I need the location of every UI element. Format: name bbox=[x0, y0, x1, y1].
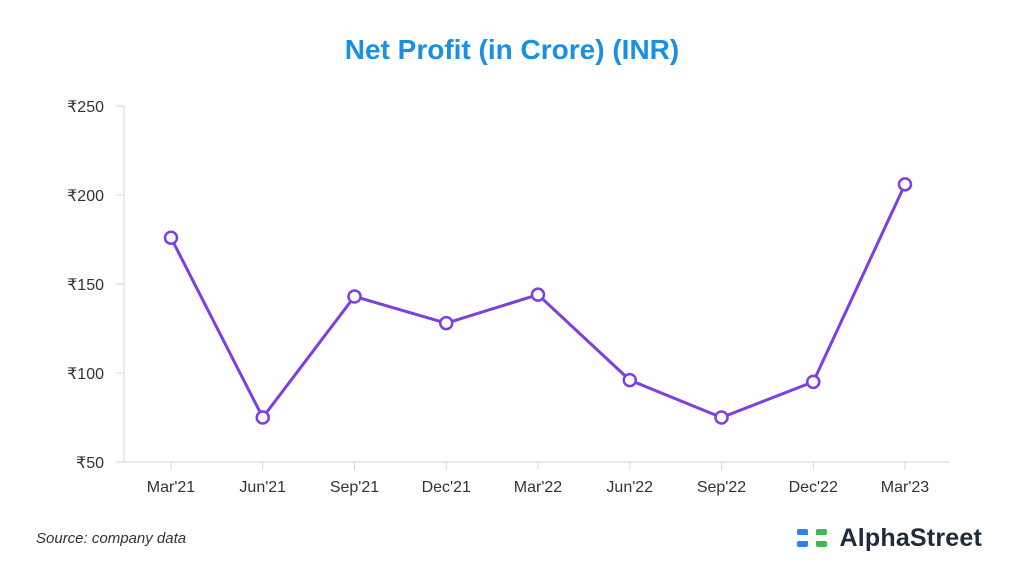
data-point bbox=[714, 410, 729, 425]
brand-name: AlphaStreet bbox=[839, 524, 982, 552]
alphastreet-logo-icon bbox=[797, 528, 828, 547]
y-tick-label: ₹200 bbox=[67, 188, 104, 205]
brand: AlphaStreet bbox=[795, 524, 982, 553]
y-tick-label: ₹100 bbox=[67, 366, 104, 383]
x-tick-label: Mar'21 bbox=[147, 479, 196, 496]
y-tick-label: ₹250 bbox=[67, 99, 104, 116]
y-tick-label: ₹150 bbox=[67, 277, 104, 294]
data-point bbox=[806, 374, 821, 390]
data-point bbox=[347, 289, 362, 304]
x-tick-label: Dec'22 bbox=[789, 479, 838, 496]
x-tick-label: Jun'22 bbox=[606, 479, 653, 496]
data-point bbox=[622, 372, 637, 388]
x-tick-label: Sep'22 bbox=[697, 479, 746, 496]
data-point bbox=[439, 315, 454, 331]
data-point bbox=[897, 177, 913, 192]
chart-title: Net Profit (in Crore) (INR) bbox=[344, 34, 680, 65]
source-note: Source: company data bbox=[36, 530, 187, 547]
data-point bbox=[255, 410, 270, 425]
data-point bbox=[163, 230, 179, 245]
x-tick-label: Mar'22 bbox=[514, 479, 563, 496]
x-tick-label: Jun'21 bbox=[239, 479, 286, 496]
data-point bbox=[530, 287, 546, 302]
x-tick-label: Mar'23 bbox=[881, 479, 930, 496]
x-tick-label: Sep'21 bbox=[330, 479, 379, 496]
y-tick-label: ₹50 bbox=[76, 455, 104, 472]
x-tick-label: Dec'21 bbox=[422, 479, 471, 496]
